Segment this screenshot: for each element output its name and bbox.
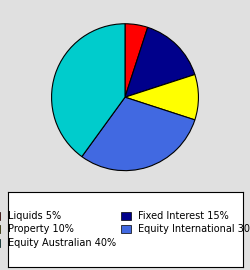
Wedge shape bbox=[125, 27, 195, 97]
Wedge shape bbox=[52, 24, 125, 157]
Wedge shape bbox=[125, 24, 148, 97]
Wedge shape bbox=[82, 97, 195, 171]
Legend: Liquids 5%, Property 10%, Equity Australian 40%, Fixed Interest 15%, Equity Inte: Liquids 5%, Property 10%, Equity Austral… bbox=[0, 207, 250, 252]
Wedge shape bbox=[125, 75, 198, 120]
